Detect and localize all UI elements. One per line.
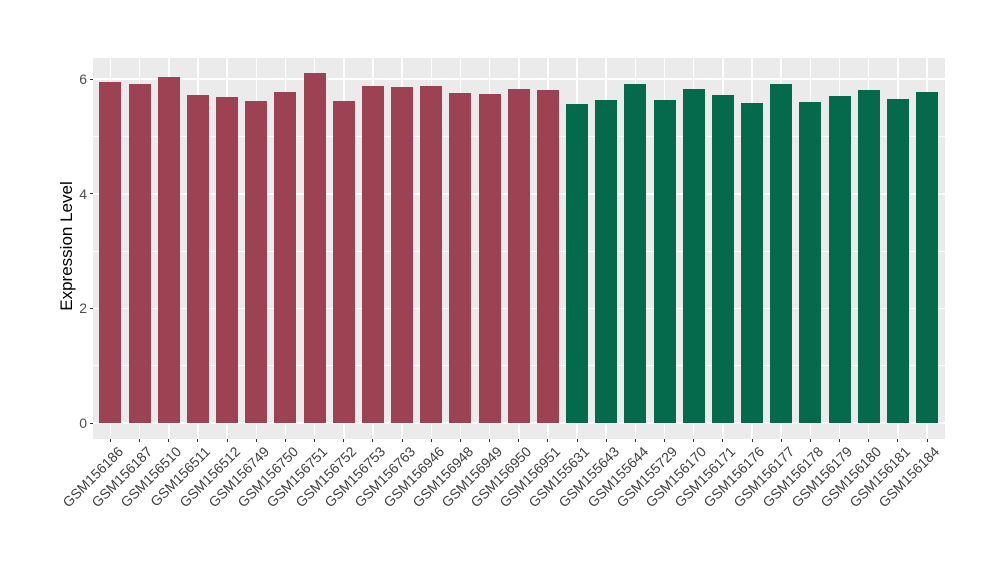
bar-GSM156187 xyxy=(128,84,151,424)
y-tick-label-4: 4 xyxy=(79,185,87,202)
bar-GSM156177 xyxy=(770,84,793,424)
bar-GSM156512 xyxy=(216,96,239,423)
x-tick xyxy=(226,438,228,442)
y-axis-title: Expression Level xyxy=(57,181,76,311)
x-tick xyxy=(547,438,549,442)
x-tick xyxy=(518,438,520,442)
x-tick xyxy=(372,438,374,442)
bar-GSM156950 xyxy=(507,88,530,424)
bar-GSM156751 xyxy=(303,73,326,424)
bar-GSM155729 xyxy=(653,99,676,424)
x-tick xyxy=(255,438,257,442)
bar-GSM156511 xyxy=(186,94,209,424)
bar-GSM155631 xyxy=(566,103,589,423)
bar-GSM156170 xyxy=(682,88,705,424)
bar-GSM156749 xyxy=(245,100,268,424)
x-tick xyxy=(809,438,811,442)
y-tick-0 xyxy=(90,422,93,424)
y-tick-6 xyxy=(90,78,93,80)
x-tick xyxy=(605,438,607,442)
x-tick xyxy=(751,438,753,442)
bar-GSM156763 xyxy=(391,86,414,424)
y-tick-label-0: 0 xyxy=(79,415,87,432)
x-tick xyxy=(284,438,286,442)
bar-GSM156752 xyxy=(332,100,355,424)
bar-GSM156951 xyxy=(536,90,559,424)
bar-GSM156176 xyxy=(741,103,764,424)
bar-GSM156171 xyxy=(711,95,734,423)
bar-GSM156753 xyxy=(361,85,384,424)
bar-GSM155643 xyxy=(595,100,618,423)
bar-GSM156948 xyxy=(449,92,472,424)
bar-GSM156946 xyxy=(420,85,443,424)
chart-panel xyxy=(93,58,945,439)
x-tick xyxy=(693,438,695,442)
x-tick xyxy=(868,438,870,442)
x-tick xyxy=(430,438,432,442)
bar-GSM156184 xyxy=(916,92,938,424)
x-tick xyxy=(722,438,724,442)
x-tick xyxy=(343,438,345,442)
x-tick xyxy=(197,438,199,442)
x-tick xyxy=(897,438,899,442)
bar-GSM156949 xyxy=(478,94,501,424)
bar-GSM156179 xyxy=(828,96,851,424)
x-tick xyxy=(139,438,141,442)
x-tick xyxy=(634,438,636,442)
x-tick xyxy=(780,438,782,442)
x-tick xyxy=(109,438,111,442)
x-tick xyxy=(664,438,666,442)
bar-GSM156178 xyxy=(799,102,822,423)
bar-GSM156750 xyxy=(274,91,297,423)
y-tick-label-2: 2 xyxy=(79,300,87,317)
bar-GSM156186 xyxy=(99,82,122,424)
x-tick xyxy=(839,438,841,442)
bar-GSM155644 xyxy=(624,83,647,424)
y-tick-label-6: 6 xyxy=(79,71,87,88)
x-tick xyxy=(576,438,578,442)
bar-GSM156181 xyxy=(886,98,909,423)
x-tick xyxy=(489,438,491,442)
x-tick xyxy=(168,438,170,442)
y-tick-4 xyxy=(90,193,93,195)
bar-GSM156510 xyxy=(157,76,180,424)
x-tick xyxy=(314,438,316,442)
x-tick xyxy=(401,438,403,442)
bar-GSM156180 xyxy=(857,90,880,424)
y-tick-2 xyxy=(90,307,93,309)
x-tick xyxy=(459,438,461,442)
x-tick xyxy=(926,438,928,442)
